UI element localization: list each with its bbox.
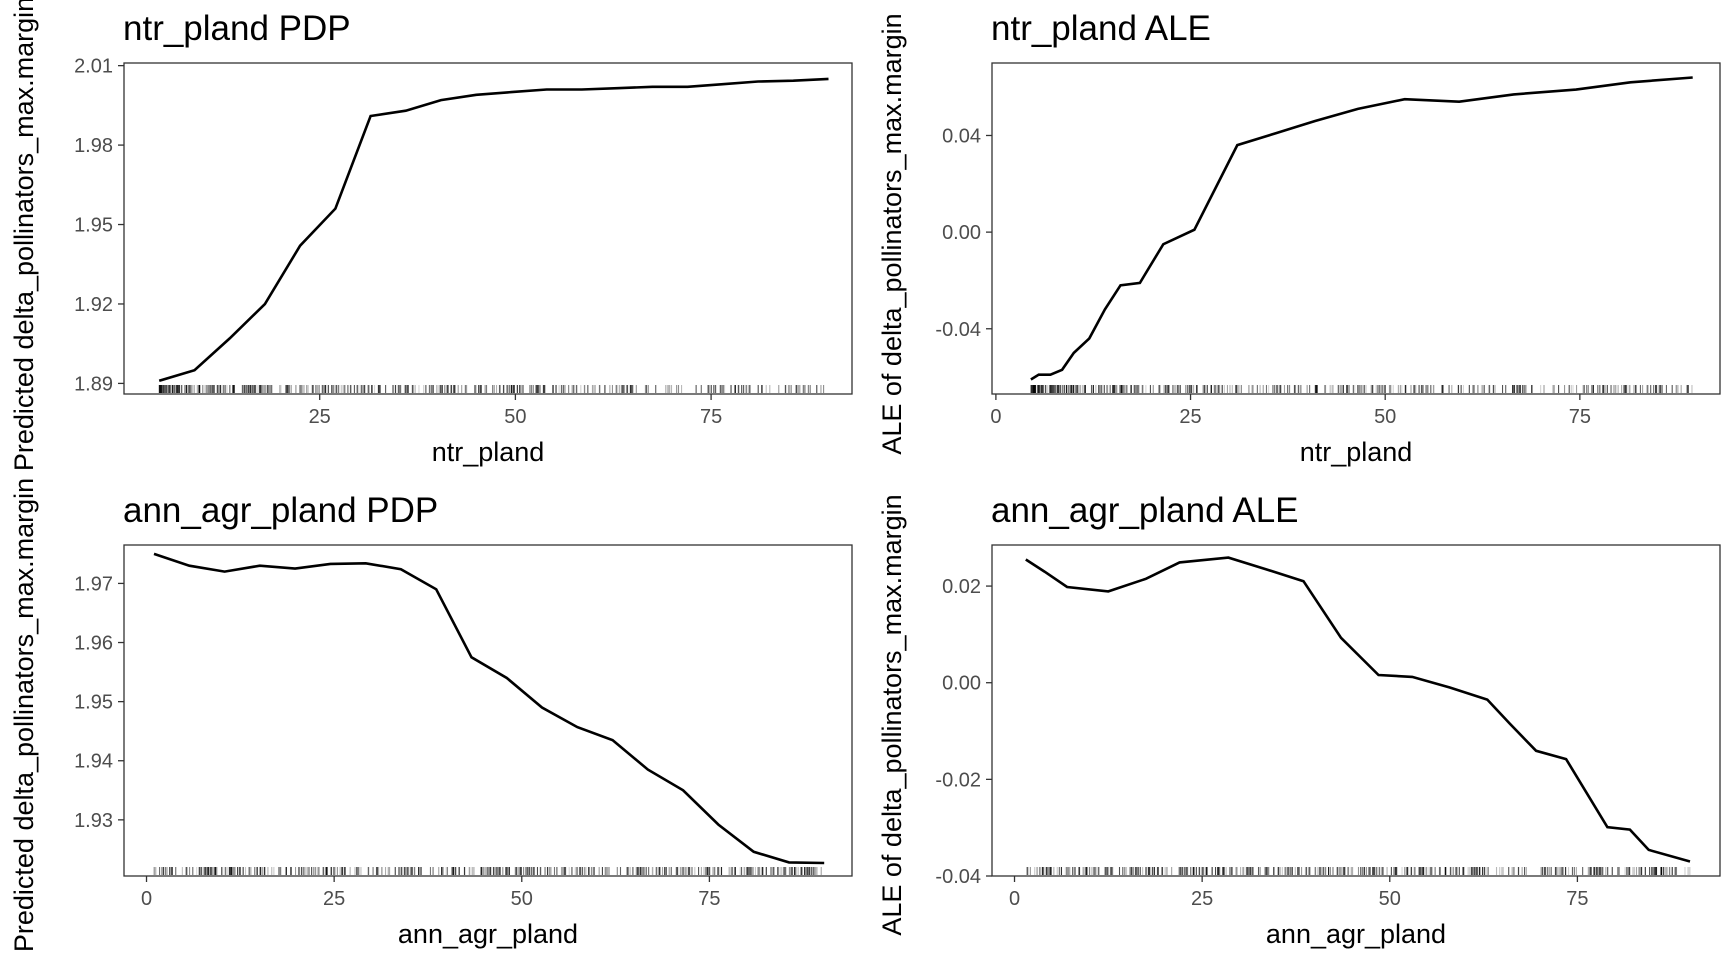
x-tick-label: 0	[990, 406, 1001, 428]
y-axis-label-right-top: ALE of delta_pollinators_max.margin	[877, 13, 907, 454]
y-tick-label: 1.94	[74, 751, 113, 773]
y-tick-label: 2.01	[74, 56, 113, 78]
axis-ticks: 0 25 50 75 -0.04 0.00 0.04	[935, 125, 1591, 428]
series-line	[159, 79, 828, 381]
y-tick-label: 1.95	[74, 215, 113, 237]
panel-title: ntr_pland ALE	[991, 9, 1211, 48]
y-tick-label: 1.93	[74, 810, 113, 832]
x-tick-label: 75	[1569, 406, 1591, 428]
y-axis-label-left-bottom: Predicted delta_pollinators_max.margin	[9, 478, 39, 952]
y-tick-label: 1.97	[74, 573, 113, 595]
rug-marks	[159, 385, 823, 393]
y-tick-label: -0.04	[935, 319, 981, 341]
x-tick-label: 25	[1179, 406, 1201, 428]
x-tick-label: 50	[1374, 406, 1396, 428]
x-tick-label: 25	[323, 888, 345, 910]
x-tick-label: 75	[1566, 888, 1588, 910]
rug-marks	[1031, 385, 1692, 393]
y-tick-label: -0.04	[935, 866, 981, 888]
series-line	[154, 554, 824, 863]
x-tick-label: 25	[1191, 888, 1213, 910]
y-tick-label: 1.98	[74, 135, 113, 157]
y-tick-label: 0.04	[942, 125, 981, 147]
y-tick-label: 1.92	[74, 294, 113, 316]
y-tick-label: 1.96	[74, 633, 113, 655]
series-line	[1031, 78, 1693, 380]
x-tick-label: 50	[1379, 888, 1401, 910]
plot-frame	[124, 545, 852, 876]
y-tick-label: 0.02	[942, 576, 981, 598]
x-tick-label: 50	[504, 406, 526, 428]
x-tick-label: 0	[1009, 888, 1020, 910]
rug-marks	[154, 867, 821, 875]
x-axis-label: ntr_pland	[432, 437, 545, 467]
panel-ntr-pland-pdp: ntr_pland PDP 25 50 75 1.89 1.92 1.95 1.98 2.01…	[74, 9, 852, 467]
rug-marks	[1027, 867, 1690, 875]
plot-frame	[124, 63, 852, 394]
panel-ann-agr-pland-ale: ann_agr_pland ALE 0 25 50 75-0.04-0.020.000…	[935, 491, 1720, 949]
axis-ticks: 0 25 50 75 -0.04 -0.02 0.00 0.02	[935, 576, 1588, 910]
plot-frame	[992, 63, 1720, 394]
panel-title: ntr_pland PDP	[123, 9, 351, 48]
panel-ann-agr-pland-pdp: ann_agr_pland PDP 0 25 50 75 1.93 1.94 1.95 1.9…	[74, 491, 852, 949]
y-tick-label: 1.89	[74, 373, 113, 395]
y-axis-label-left-top: Predicted delta_pollinators_max.margin	[9, 0, 39, 471]
series-line	[1026, 558, 1690, 862]
x-tick-label: 0	[141, 888, 152, 910]
x-axis-label: ntr_pland	[1300, 437, 1413, 467]
y-tick-label: 1.95	[74, 692, 113, 714]
x-axis-label: ann_agr_pland	[398, 919, 578, 949]
y-tick-label: -0.02	[935, 769, 981, 791]
y-tick-label: 0.00	[942, 222, 981, 244]
x-tick-label: 75	[698, 888, 720, 910]
x-tick-label: 50	[511, 888, 533, 910]
x-axis-label: ann_agr_pland	[1266, 919, 1446, 949]
y-axis-label-right-bottom: ALE of delta_pollinators_max.margin	[877, 494, 907, 935]
axis-ticks: 0 25 50 75 1.93 1.94 1.95 1.96 1.97	[74, 573, 720, 910]
x-tick-label: 75	[700, 406, 722, 428]
panel-title: ann_agr_pland ALE	[991, 491, 1299, 530]
x-tick-label: 25	[309, 406, 331, 428]
panel-title: ann_agr_pland PDP	[123, 491, 438, 530]
y-tick-label: 0.00	[942, 673, 981, 695]
panel-ntr-pland-ale: ntr_pland ALE 0 25 50 75 -0.04 0.00 0.04 ntr_p…	[935, 9, 1720, 467]
